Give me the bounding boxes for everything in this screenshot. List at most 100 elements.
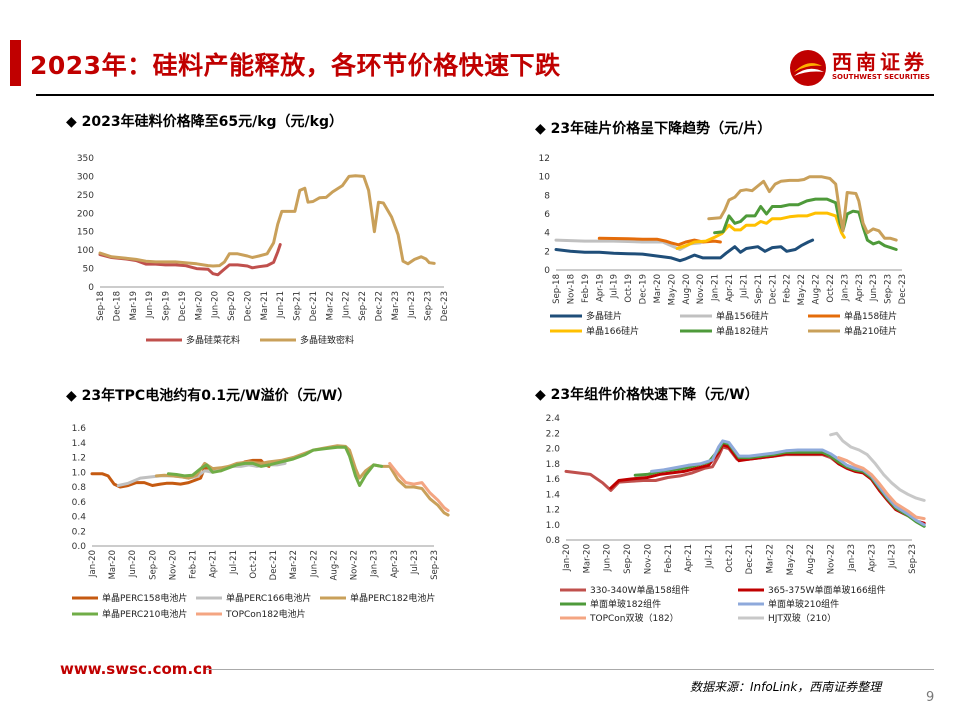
polysilicon-y-tick-label: 250 — [77, 191, 94, 201]
cell-series-line-4 — [166, 445, 384, 487]
module-y-tick-label: 1.6 — [546, 475, 561, 485]
module-legend-label: HJT双玻（210） — [768, 612, 836, 624]
wafer-series-line-1 — [554, 238, 815, 263]
cell-y-tick-label: 0.4 — [72, 513, 87, 523]
wafer-x-tick-label: Jan-21 — [711, 274, 721, 302]
wafer-x-tick-label: Apr-21 — [725, 274, 735, 302]
cell-y-tick-label: 1.4 — [72, 439, 87, 449]
cell-x-tick-label: Sep-23 — [430, 550, 440, 580]
polysilicon-y-tick-label: 100 — [77, 246, 94, 256]
chart-title-module: ◆ 23年组件价格快速下降（元/W） — [535, 387, 759, 403]
polysilicon-x-tick-label: Dec-19 — [178, 291, 188, 321]
wafer-x-tick-label: Mar-20 — [653, 274, 663, 303]
polysilicon-x-tick-label: Mar-23 — [391, 291, 401, 320]
polysilicon-x-tick-label: Jun-19 — [145, 291, 155, 319]
wafer-x-tick-label: Jul-21 — [739, 274, 749, 299]
polysilicon-x-tick-label: Mar-19 — [129, 291, 139, 320]
cell-y-tick-label: 1.2 — [72, 454, 86, 464]
logo-emblem-icon — [790, 50, 826, 86]
data-source: 数据来源：InfoLink，西南证券整理 — [690, 680, 882, 694]
polysilicon-x-tick-label: Jun-21 — [276, 291, 286, 319]
polysilicon-x-tick-label: Dec-21 — [309, 291, 319, 321]
cell-x-tick-label: Jun-22 — [309, 550, 319, 578]
wafer-x-tick-label: Nov-18 — [566, 274, 576, 304]
cell-x-tick-label: Aug-22 — [329, 550, 339, 580]
wafer-x-tick-label: Jul-19 — [610, 274, 620, 299]
module-legend-label: 330-340W单晶158组件 — [590, 584, 690, 596]
module-y-tick-label: 1.8 — [546, 460, 561, 470]
polysilicon-x-tick-label: Mar-22 — [325, 291, 335, 320]
module-y-tick-label: 1.2 — [546, 506, 560, 516]
wafer-x-tick-label: May-22 — [797, 274, 807, 305]
polysilicon-x-tick-label: Jun-23 — [407, 291, 417, 319]
cell-x-tick-label: Apr-23 — [390, 550, 400, 578]
polysilicon-x-tick-label: Jun-20 — [211, 291, 221, 319]
wafer-x-tick-label: Apr-23 — [855, 274, 865, 302]
module-series-line-4 — [650, 439, 926, 527]
wafer-x-tick-label: Jun-23 — [869, 274, 879, 302]
cell-x-tick-label: Jun-20 — [128, 550, 138, 578]
cell-x-tick-label: Feb-21 — [189, 550, 199, 579]
polysilicon-y-tick-label: 0 — [88, 283, 94, 293]
polysilicon-x-tick-label: Dec-22 — [374, 291, 384, 321]
cell-legend-label: 单晶PERC166电池片 — [226, 592, 311, 604]
polysilicon-y-tick-label: 350 — [77, 154, 94, 164]
polysilicon-x-tick-label: Dec-18 — [112, 291, 122, 321]
polysilicon-series-line-1 — [98, 243, 282, 277]
module-x-tick-label: Mar-22 — [766, 544, 776, 573]
page-number: 9 — [926, 690, 935, 705]
wafer-legend-label: 单晶156硅片 — [716, 310, 769, 322]
chart-title-polysilicon: ◆ 2023年硅料价格降至65元/kg（元/kg） — [66, 114, 343, 130]
module-legend-label: 单面单玻210组件 — [768, 598, 839, 610]
wafer-legend-label: 多晶硅片 — [586, 310, 622, 322]
wafer-y-tick-label: 12 — [539, 154, 550, 164]
module-x-tick-label: Jun-20 — [603, 544, 613, 572]
polysilicon-x-tick-label: Sep-18 — [96, 291, 106, 321]
cell-legend-label: 单晶PERC182电池片 — [350, 592, 435, 604]
cell-x-tick-label: Apr-21 — [209, 550, 219, 578]
module-y-tick-label: 1.0 — [546, 521, 561, 531]
polysilicon-x-tick-label: Dec-20 — [243, 291, 253, 321]
wafer-y-tick-label: 4 — [544, 229, 550, 239]
chart-title-cell: ◆ 23年TPC电池约有0.1元/W溢价（元/W） — [66, 388, 352, 404]
polysilicon-x-tick-label: Jun-22 — [342, 291, 352, 319]
wafer-legend-label: 单晶158硅片 — [844, 310, 897, 322]
header-divider — [36, 94, 934, 96]
wafer-series-line-4 — [675, 211, 846, 250]
wafer-x-tick-label: Feb-19 — [581, 274, 591, 303]
wafer-x-tick-label: Jan-23 — [840, 274, 850, 302]
polysilicon-x-tick-label: Dec-23 — [440, 291, 450, 321]
cell-x-tick-label: Mar-22 — [289, 550, 299, 579]
cell-y-tick-label: 1.6 — [72, 424, 87, 434]
wafer-x-tick-label: Feb-22 — [783, 274, 793, 303]
module-x-tick-label: Jan-23 — [847, 544, 857, 572]
wafer-x-tick-label: Sep-18 — [552, 274, 562, 304]
module-x-tick-label: Sep-20 — [623, 544, 633, 574]
module-x-tick-label: Feb-21 — [664, 544, 674, 573]
cell-y-tick-label: 0.8 — [72, 483, 87, 493]
cell-series-line-5 — [388, 461, 450, 513]
wafer-x-tick-label: Oct-22 — [826, 274, 836, 303]
wafer-x-tick-label: Sep-23 — [884, 274, 894, 304]
cell-y-tick-label: 1.0 — [72, 468, 87, 478]
cell-x-tick-label: Jan-23 — [370, 550, 380, 578]
module-x-tick-label: Apr-21 — [684, 544, 694, 572]
polysilicon-x-tick-label: Sep-22 — [358, 291, 368, 321]
wafer-x-tick-label: May-20 — [667, 274, 677, 305]
module-legend-label: TOPCon双玻（182） — [589, 612, 679, 624]
module-series-line-5 — [837, 456, 926, 521]
module-y-tick-label: 2.0 — [546, 445, 561, 455]
wafer-y-tick-label: 8 — [544, 191, 550, 201]
wafer-series-line-5 — [713, 197, 898, 251]
wafer-x-tick-label: Sep-21 — [754, 274, 764, 304]
module-y-tick-label: 2.2 — [546, 429, 560, 439]
chart-title-wafer: ◆ 23年硅片价格呈下降趋势（元/片） — [535, 121, 772, 137]
polysilicon-series-line-2 — [98, 174, 436, 268]
wafer-x-tick-label: Dec-19 — [639, 274, 649, 304]
cell-x-tick-label: Jul-21 — [229, 550, 239, 575]
footer-url[interactable]: www.swsc.com.cn — [60, 660, 213, 678]
polysilicon-x-tick-label: Sep-19 — [162, 291, 172, 321]
cell-y-tick-label: 0.0 — [72, 542, 87, 552]
cell-legend-label: 单晶PERC210电池片 — [102, 608, 187, 620]
